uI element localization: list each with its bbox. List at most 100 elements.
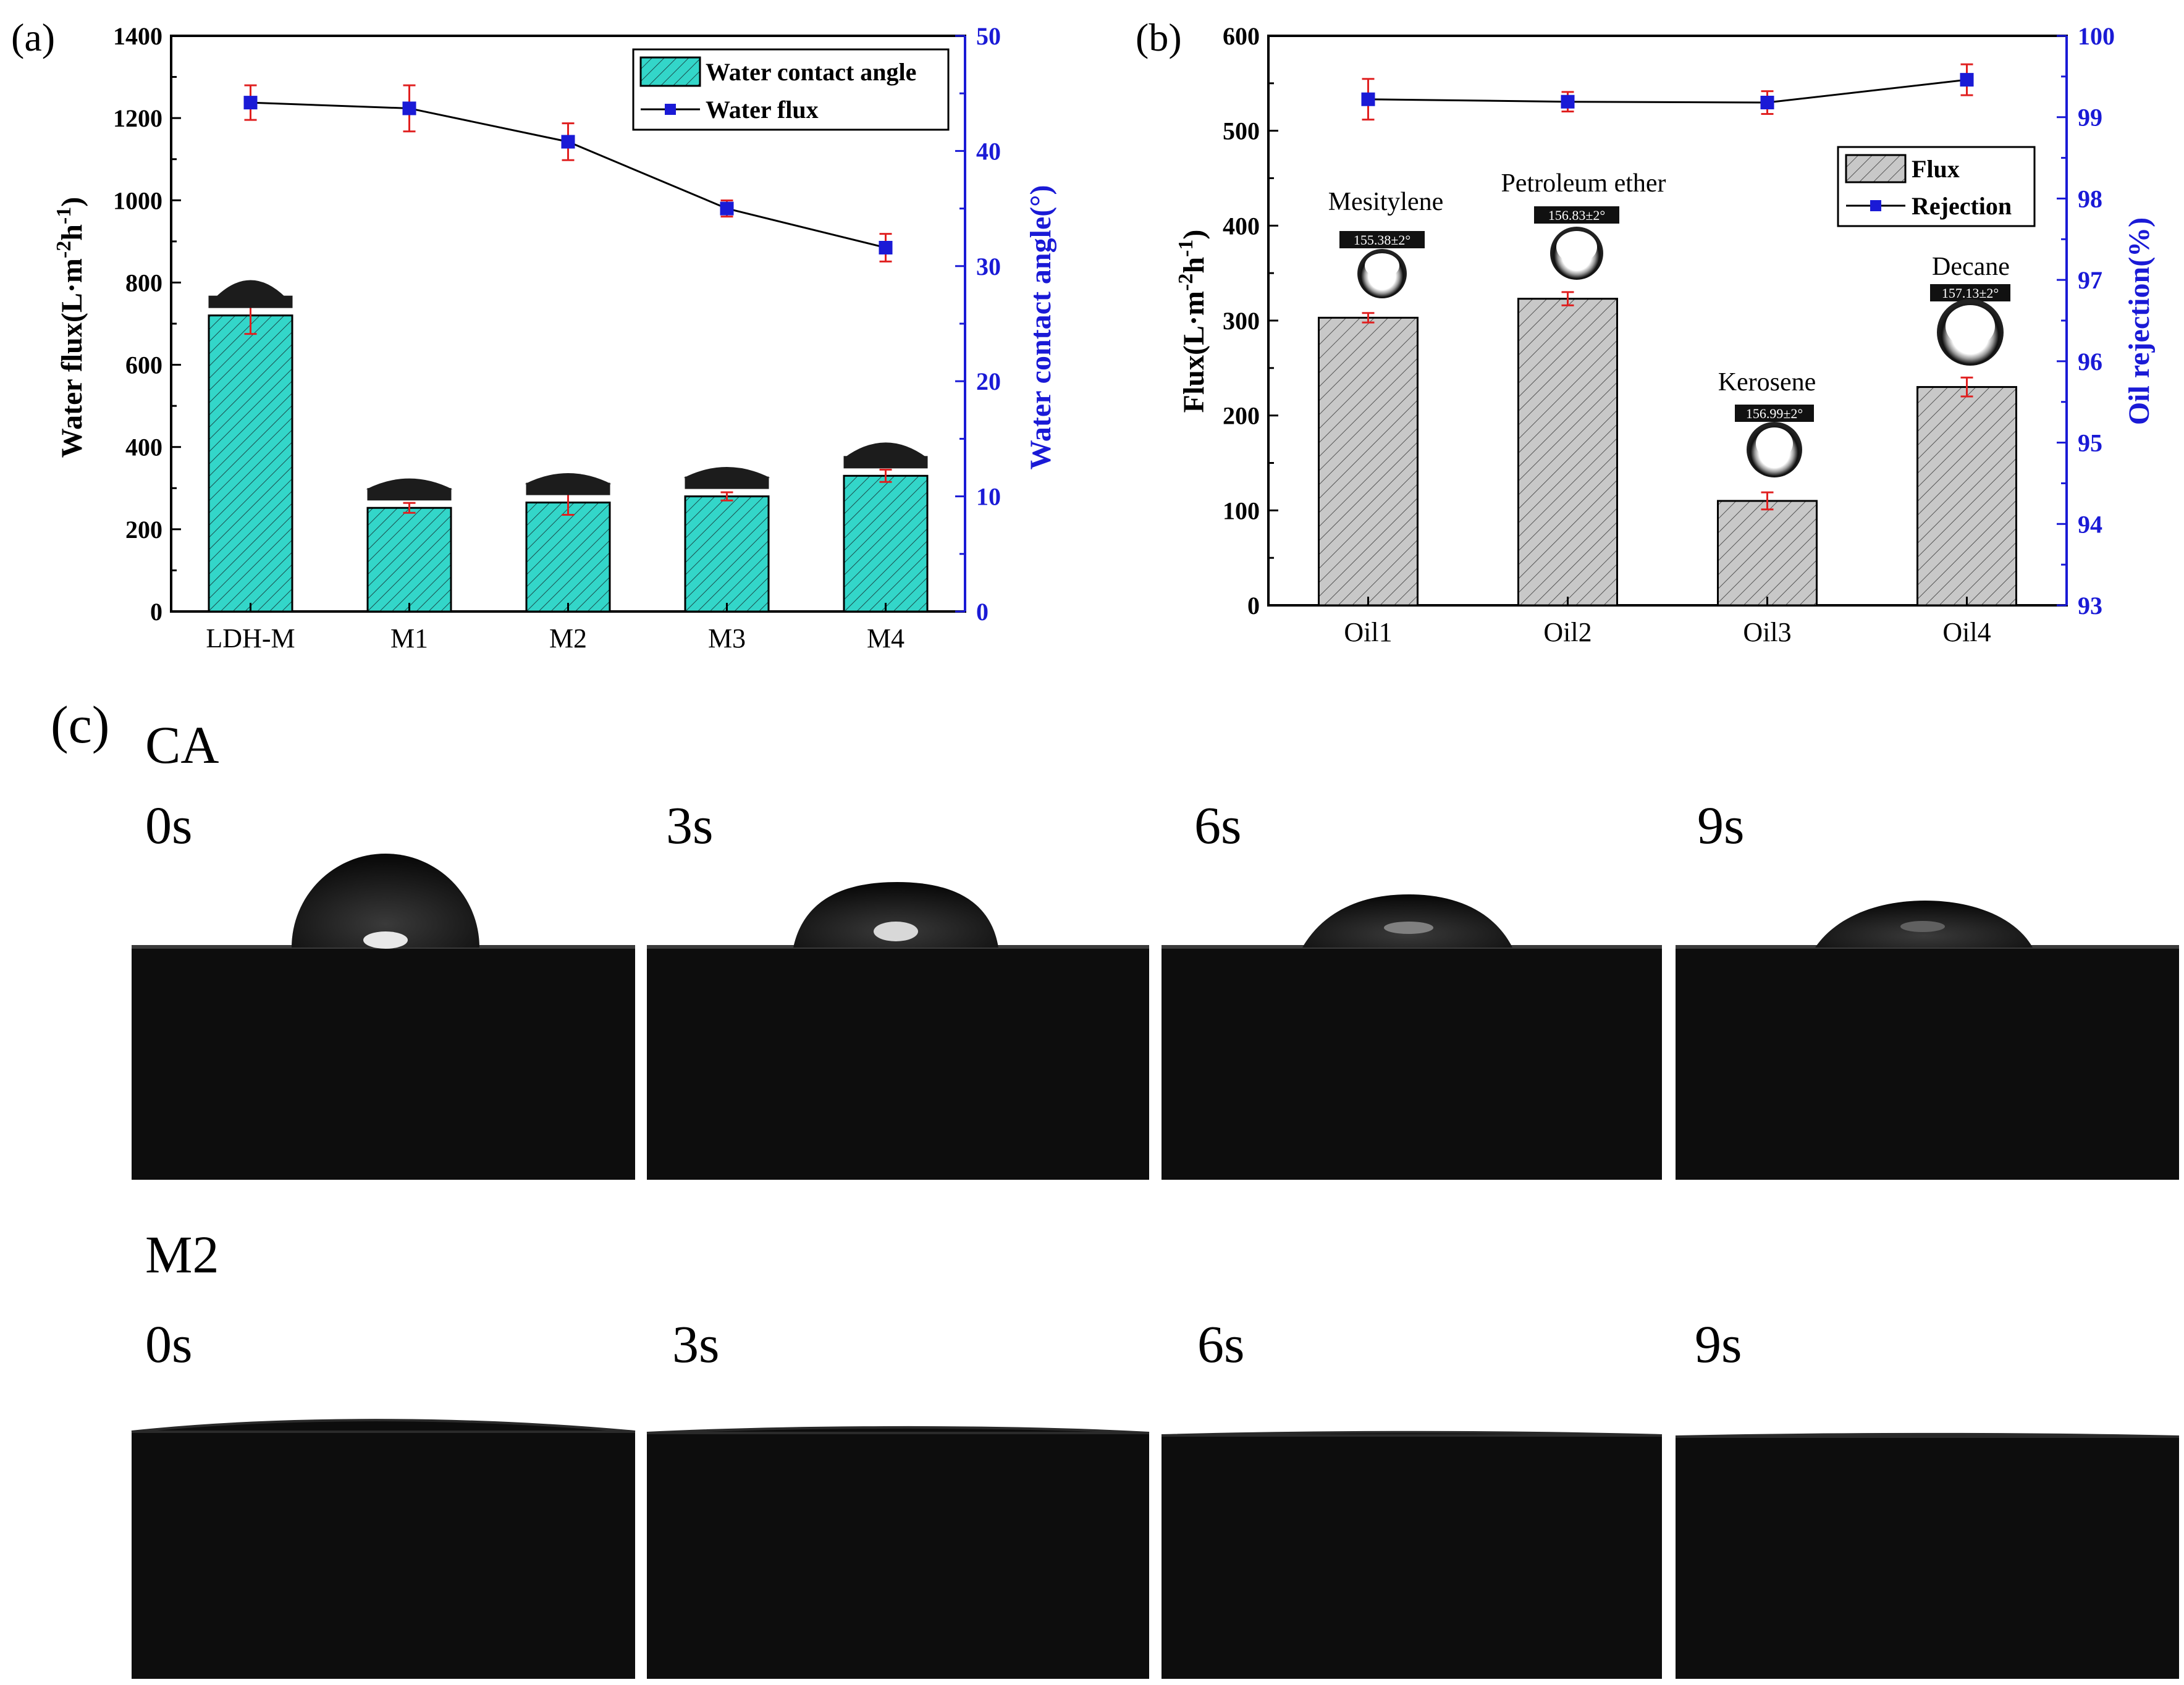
x-tick-label: LDH-M [206,623,295,653]
oil-name-decane: Decane [1932,253,2010,281]
oil-name-mesitylene: Mesitylene [1328,188,1444,216]
y2-tick-label: 100 [2078,22,2115,50]
y2-tick-label: 97 [2078,266,2102,294]
angle-tag-petroleum-ether: 156.83±2° [1548,208,1605,223]
contact-angle-drop [366,478,453,490]
angle-tag-bg [1930,284,2010,301]
angle-tag-bg [1339,231,1425,248]
y-axis-label-a: Water flux(L·m-2h-1) [53,197,88,458]
contact-angle-image [526,482,610,495]
y-tick-label: 400 [1223,212,1260,240]
y2-tick-label: 94 [2078,510,2102,538]
y-tick-label: 200 [125,516,162,544]
x-tick-label: Oil4 [1942,617,1991,647]
time-label: 3s [672,1314,719,1374]
bar [684,495,770,613]
row-label-ca: CA [145,715,219,775]
legend-label-flux-b: Flux [1912,155,1960,183]
y2-tick-label: 95 [2078,429,2102,457]
y-tick-label: 1000 [113,187,162,214]
time-label: 9s [1697,796,1744,855]
line-point [1760,96,1774,110]
photo-ca-0s [132,854,635,1180]
panel-label-c: (c) [51,695,109,754]
y-tick-label: 600 [1223,22,1260,50]
x-tick-label: Oil3 [1743,617,1791,647]
oil-annotation-petroleum-ether: Petroleum ether 156.83±2° [1501,169,1666,280]
y2-tick-label: 98 [2078,185,2102,212]
y-tick-label: 400 [125,434,162,461]
time-label: 0s [145,796,192,855]
legend-marker-rejection [1870,200,1881,211]
oil-annotation-kerosene: Kerosene 156.99±2° [1718,368,1816,477]
angle-tag-kerosene: 156.99±2° [1746,406,1803,421]
angle-tag-bg [1735,405,1814,422]
x-tick-label: M1 [390,623,428,653]
photo-ca-6s [1162,894,1662,1180]
time-label: 9s [1695,1314,1742,1374]
photo-m2-6s [1161,1431,1663,1679]
y2-tick-label: 99 [2078,104,2102,132]
x-tick-label: M2 [549,623,587,653]
time-label: 6s [1197,1314,1244,1374]
oil-annotation-mesitylene: Mesitylene 155.38±2° [1328,188,1444,298]
y2-tick-label: 93 [2078,592,2102,620]
chart-a: 0 200 400 600 800 1000 1200 1400 0 10 20 30 40 50 LDH-… [53,22,1057,653]
line-point [720,201,734,216]
bar [1517,298,1618,607]
legend-swatch-flux [1845,154,1907,183]
oil-droplet-highlight [1365,253,1399,278]
y-tick-label: 0 [150,598,162,626]
contact-angle-drop [683,467,770,478]
legend-b: Flux Rejection [1837,146,2036,227]
oil-annotation-decane: Decane 157.13±2° [1930,253,2010,366]
contact-angle-drop [216,280,285,297]
y-tick-label: 1400 [113,22,162,50]
y2-axis-label-b: Oil rejection(%) [2123,217,2156,425]
y2-tick-label: 10 [976,483,1001,511]
x-tick-label: Oil2 [1543,617,1592,647]
contact-angle-image [208,295,293,308]
y-tick-label: 100 [1223,497,1260,524]
y-tick-label: 300 [1223,307,1260,335]
bar [525,502,611,613]
legend-label-contact-angle: Water contact angle [706,58,916,86]
row-label-m2: M2 [145,1225,219,1284]
line-point [879,240,893,254]
y-tick-label: 200 [1223,402,1260,430]
legend-swatch-contact-angle [639,56,701,87]
legend-a: Water contact angle Water flux [632,48,950,131]
panel-label-a: (a) [11,15,55,59]
y2-tick-label: 30 [976,253,1001,280]
y-tick-label: 500 [1223,117,1260,145]
bar [1717,500,1818,607]
legend-marker-flux [665,104,676,115]
line-point [1960,73,1974,87]
y2-tick-label: 50 [976,22,1001,50]
bar [366,506,452,613]
x-tick-label: M4 [867,623,904,653]
y2-tick-label: 0 [976,598,989,626]
legend-label-rejection: Rejection [1912,192,2012,220]
line-point [1561,95,1575,109]
y2-tick-label: 40 [976,137,1001,165]
y-tick-label: 1200 [113,104,162,132]
photo-m2-9s [1675,1432,2180,1679]
angle-tag-bg [1534,206,1619,224]
photo-m2-0s [131,1419,636,1679]
line-point [402,101,416,116]
angle-tag-decane: 157.13±2° [1942,285,1999,301]
bar [208,314,293,613]
bar [1916,386,2017,607]
oil-droplet-highlight [1946,305,1995,347]
oil-droplet-highlight [1556,231,1597,263]
panel-label-b: (b) [1136,15,1182,59]
y-tick-label: 600 [125,351,162,379]
bar [1318,316,1419,607]
x-tick-label: M3 [708,623,746,653]
contact-angle-drop [845,442,927,458]
y-tick-label: 800 [125,269,162,296]
time-label: 6s [1194,796,1241,855]
y-axis-label-b: Flux(L·m-2h-1) [1174,230,1210,413]
